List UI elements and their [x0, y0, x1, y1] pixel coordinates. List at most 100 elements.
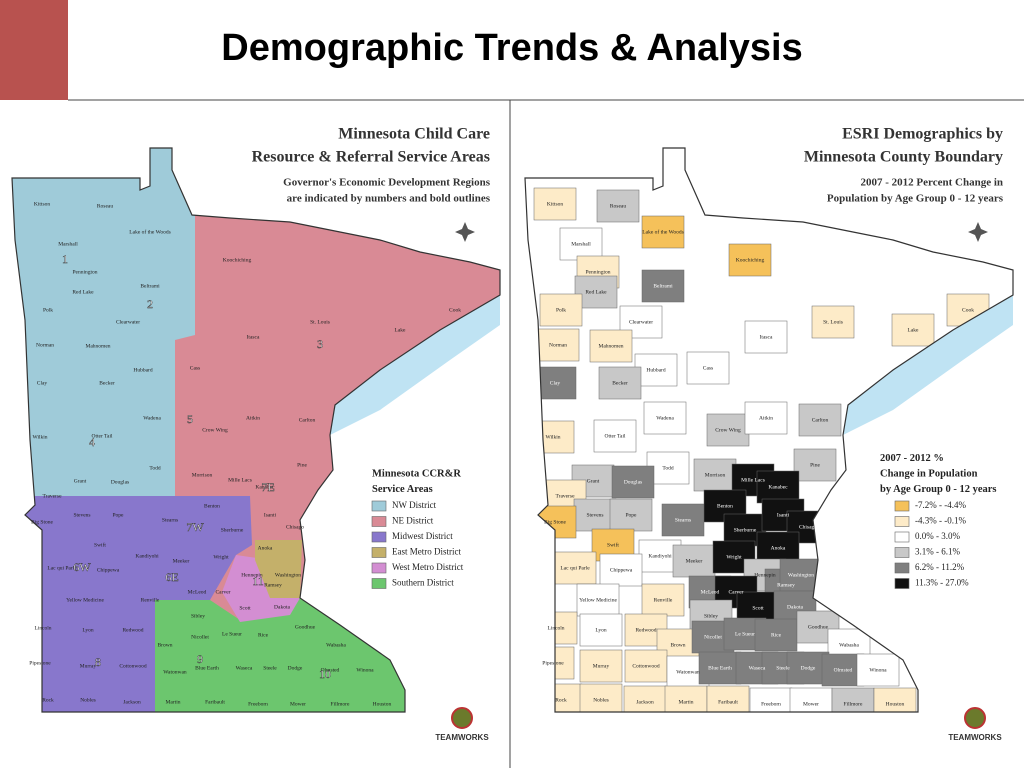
county-label: Washington	[275, 572, 301, 578]
county-label: Le Sueur	[735, 631, 755, 637]
county	[599, 553, 643, 587]
county-label: Red Lake	[72, 289, 94, 295]
county-label: Lac qui Parle	[47, 565, 77, 571]
county-label: Houston	[373, 701, 392, 707]
region-number: 2	[147, 297, 153, 311]
county-label: Morrison	[192, 472, 213, 478]
county-label: Fillmore	[331, 701, 351, 707]
county-label: Martin	[679, 699, 694, 705]
county-label: Stevens	[73, 512, 90, 518]
county	[576, 583, 620, 617]
accent-block	[0, 0, 68, 100]
county-label: Wadena	[656, 415, 674, 421]
county-label: Redwood	[635, 627, 656, 633]
map-title: Minnesota County Boundary	[804, 149, 1003, 166]
county-label: Isanti	[777, 512, 790, 518]
county-label: Sherburne	[221, 527, 244, 533]
legend-label: 11.3% - 27.0%	[915, 578, 969, 588]
county	[643, 401, 687, 435]
legend-swatch	[894, 516, 910, 527]
county-label: Rock	[42, 697, 54, 703]
map-subtitle: 2007 - 2012 Percent Change in	[861, 177, 1003, 189]
county-label: Wabasha	[326, 642, 346, 648]
county-label: Hubbard	[133, 367, 152, 373]
map-panel: Kittson Roseau Lake of the Woods Marshall Pe…	[524, 126, 1014, 742]
county-label: Wright	[726, 554, 742, 560]
county-label: Ramsey	[264, 582, 282, 588]
county-label: McLeod	[188, 589, 207, 595]
county-label: Wabasha	[839, 642, 859, 648]
state-fill	[12, 148, 500, 712]
county-label: Benton	[717, 503, 733, 509]
county-label: Lincoln	[547, 625, 564, 631]
county	[596, 189, 640, 223]
county-label: Wilkin	[545, 434, 560, 440]
county-label: Pipestone	[542, 660, 564, 666]
county-label: Stearns	[675, 517, 691, 523]
county	[798, 403, 842, 437]
county	[811, 305, 855, 339]
lake-superior	[330, 295, 500, 435]
county-label: Waseca	[749, 665, 766, 671]
county-label: Hennepin	[241, 572, 263, 578]
county-label: Goodhue	[295, 624, 316, 630]
county-label: Brown	[671, 642, 686, 648]
county-label: Lake of the Woods	[129, 228, 170, 235]
county-label: Kittson	[547, 201, 563, 207]
county-label: Pipestone	[29, 660, 51, 666]
county-label: Marshall	[571, 241, 591, 247]
county-label: Cottonwood	[119, 663, 146, 669]
region-number: 4	[89, 435, 95, 449]
county-label: Clearwater	[629, 319, 653, 325]
county-label: Meeker	[173, 558, 190, 564]
county	[624, 649, 668, 683]
legend-swatch	[371, 578, 387, 589]
county-label: Lincoln	[34, 625, 51, 631]
county	[728, 243, 772, 277]
county-label: Hennepin	[754, 572, 776, 578]
county-label: Blue Earth	[195, 665, 219, 671]
county-label: Kanabec	[255, 484, 275, 490]
county	[891, 313, 935, 347]
county-label: Renville	[141, 597, 160, 603]
county-label: Hubbard	[646, 367, 665, 373]
county-label: Lake	[395, 327, 407, 333]
service-area	[12, 148, 195, 520]
legend-swatch	[894, 562, 910, 574]
county	[589, 329, 633, 363]
county-label: Dodge	[288, 665, 303, 671]
legend-swatch	[371, 516, 387, 527]
county	[744, 320, 788, 354]
region-number: 9	[197, 652, 203, 666]
county-label: Cass	[190, 365, 200, 371]
region-number: 7E	[261, 480, 274, 494]
county-label: Yellow Medicine	[579, 597, 617, 603]
county-label: Washington	[788, 572, 814, 578]
service-area	[155, 598, 420, 712]
legend-swatch	[894, 578, 910, 589]
legend-label: Midwest District	[392, 531, 453, 541]
county-label: Becker	[99, 380, 115, 386]
county-label: Winona	[869, 667, 887, 673]
county-label: Douglas	[111, 479, 129, 485]
legend-label: East Metro District	[392, 547, 461, 557]
county-label: Marshall	[58, 241, 78, 247]
county	[672, 544, 716, 578]
county	[686, 351, 730, 385]
county	[664, 685, 708, 712]
logo-mark	[964, 707, 986, 729]
county-label: Traverse	[42, 493, 62, 499]
county	[706, 685, 750, 712]
legend-swatch	[371, 531, 387, 543]
county	[579, 613, 623, 647]
county-label: Clearwater	[116, 319, 140, 325]
county-label: Koochiching	[736, 257, 765, 263]
county-label: Chippewa	[97, 567, 120, 573]
county-label: Mower	[803, 701, 819, 707]
county	[598, 366, 642, 400]
county-label: Roseau	[610, 203, 626, 209]
county-label: Becker	[612, 380, 628, 386]
county-label: Dakota	[274, 604, 290, 610]
county-label: Rock	[555, 697, 567, 703]
county	[609, 498, 653, 532]
